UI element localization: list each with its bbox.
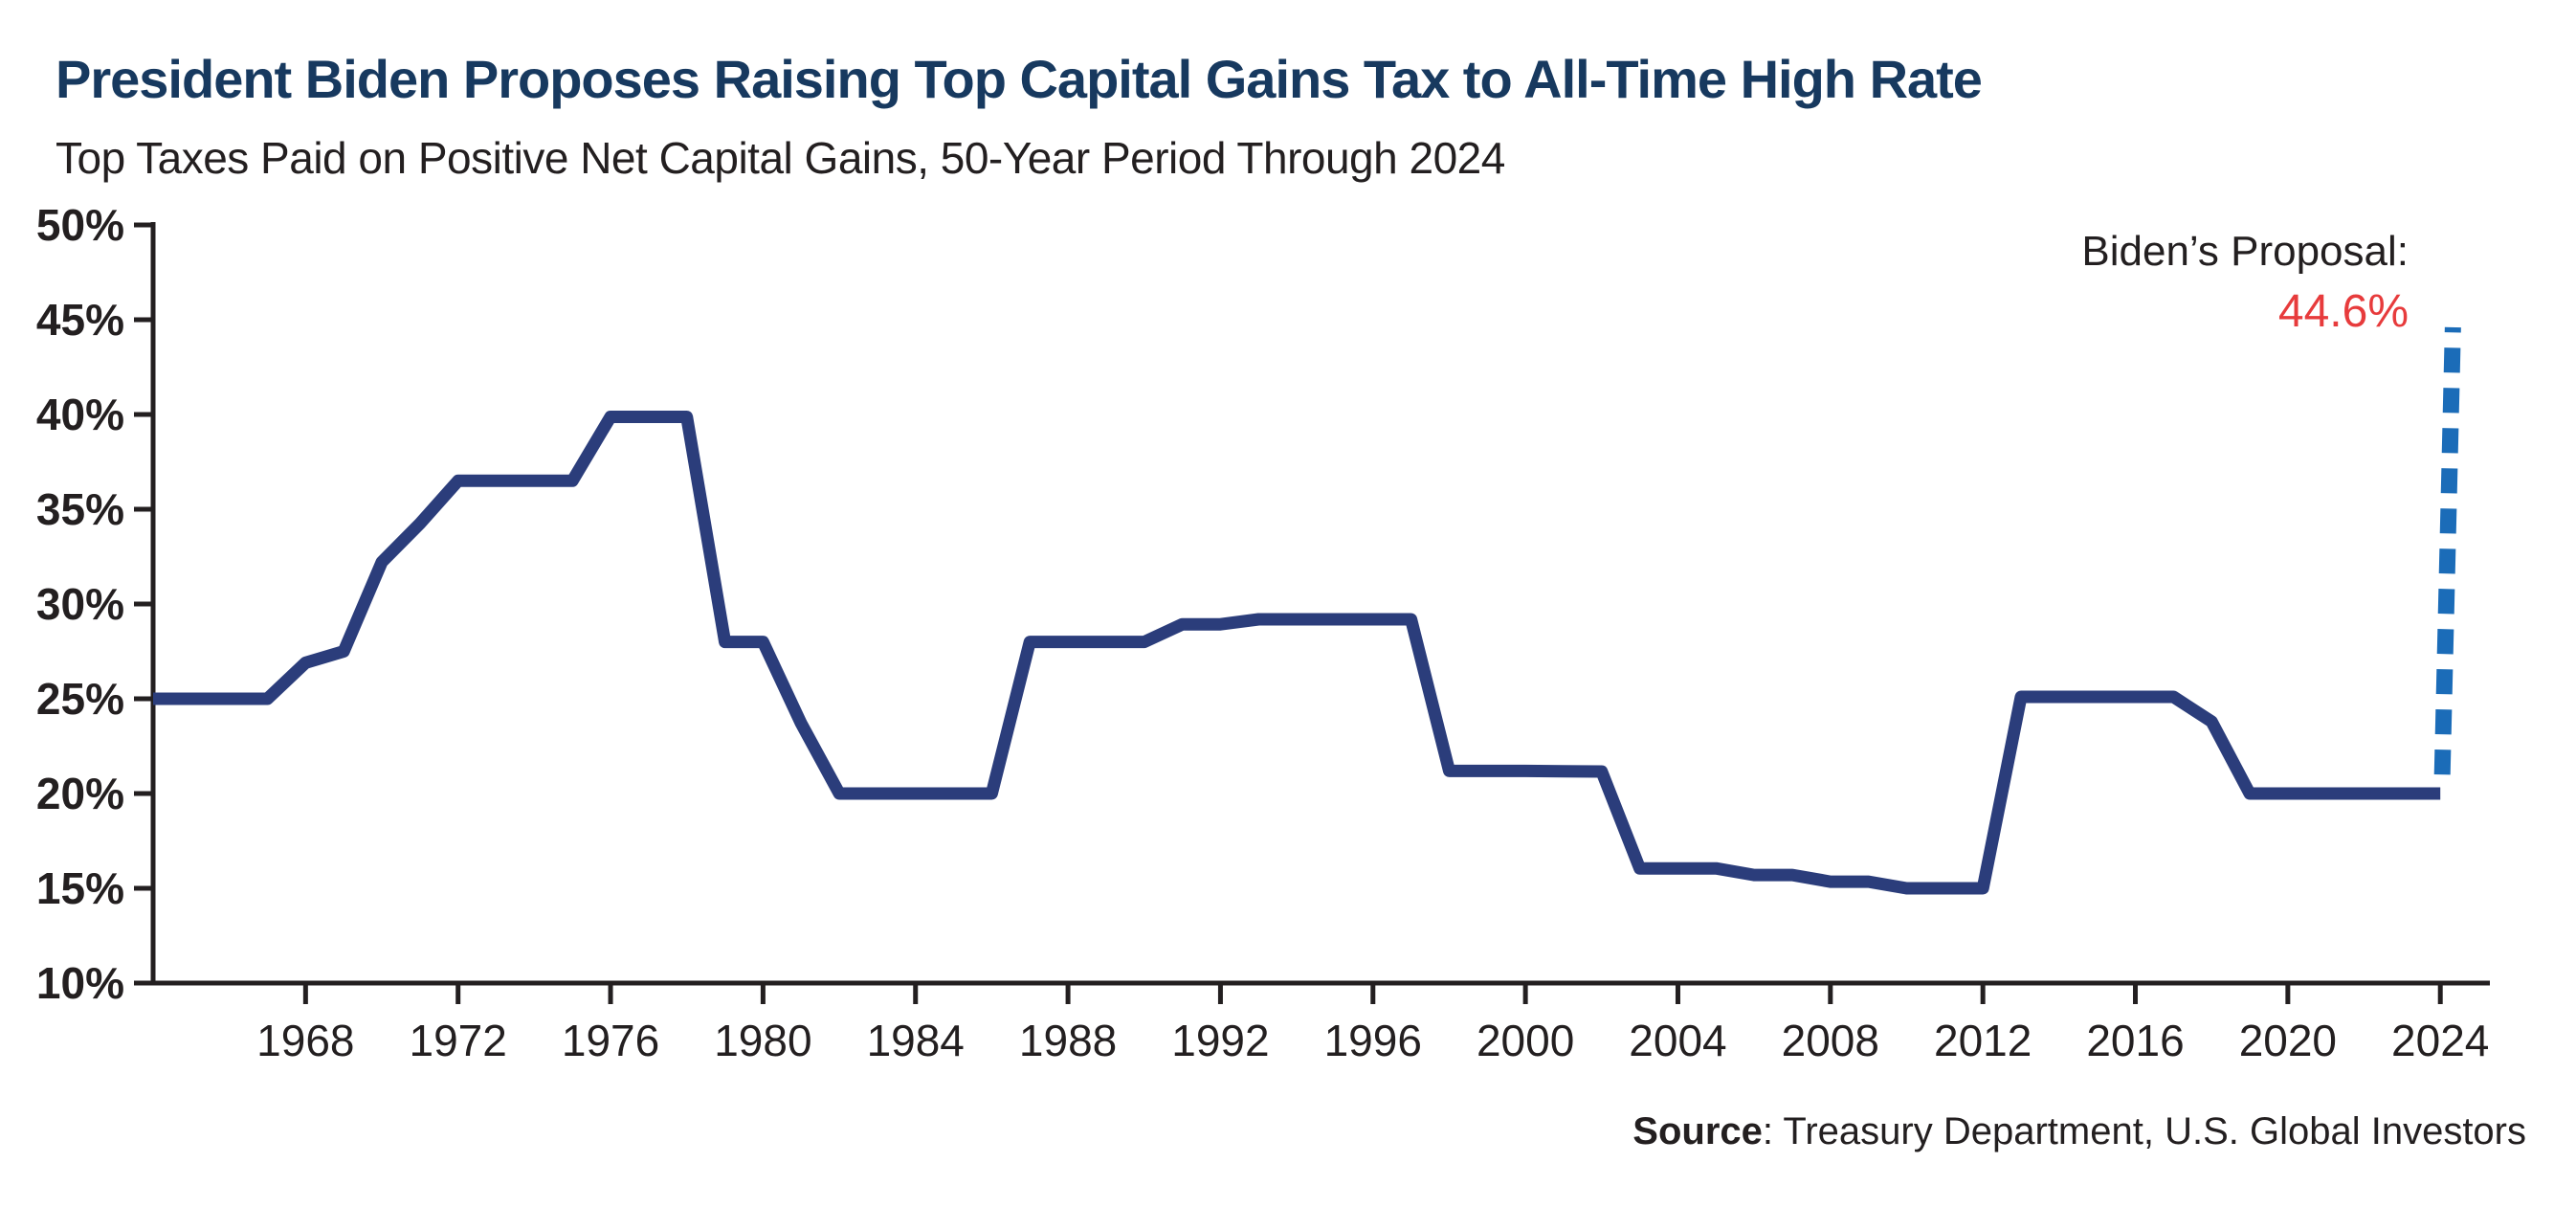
y-tick-label: 45% (36, 295, 124, 345)
source-note: Source: Treasury Department, U.S. Global… (1632, 1110, 2526, 1153)
x-tick-label: 1968 (256, 1016, 354, 1065)
y-tick-label: 15% (36, 863, 124, 913)
x-tick-label: 1996 (1324, 1016, 1422, 1065)
x-tick-label: 1984 (867, 1016, 965, 1065)
proposal-annotation-label: Biden’s Proposal: (2081, 228, 2409, 275)
y-tick-label: 10% (36, 958, 124, 1008)
x-tick-label: 1992 (1171, 1016, 1269, 1065)
y-tick-label: 20% (36, 769, 124, 818)
axis-lines (150, 222, 2490, 986)
y-tick-label: 50% (36, 200, 124, 250)
x-tick-label: 1976 (562, 1016, 659, 1065)
y-tick-label: 35% (36, 484, 124, 534)
x-tick-label: 1980 (714, 1016, 811, 1065)
capital-gains-rate-line (153, 411, 2441, 895)
x-tick-label: 2016 (2086, 1016, 2184, 1065)
x-tick-label: 1988 (1019, 1016, 1117, 1065)
proposal-annotation-value: 44.6% (2277, 286, 2409, 337)
x-tick-label: 2008 (1782, 1016, 1879, 1065)
chart-subtitle: Top Taxes Paid on Positive Net Capital G… (56, 133, 1505, 183)
proposal-dashed-line (2433, 326, 2461, 775)
source-note-rest: : Treasury Department, U.S. Global Inves… (1762, 1110, 2526, 1152)
y-tick-label: 30% (36, 579, 124, 629)
x-tick-label: 2000 (1477, 1016, 1574, 1065)
x-tick-label: 2020 (2239, 1016, 2337, 1065)
y-tick-label: 40% (36, 390, 124, 439)
source-note-bold: Source (1632, 1110, 1763, 1152)
y-tick-label: 25% (36, 674, 124, 724)
x-tick-label: 2004 (1629, 1016, 1726, 1065)
x-tick-label: 1972 (410, 1016, 507, 1065)
x-tick-label: 2012 (1934, 1016, 2032, 1065)
x-tick-label: 2024 (2391, 1016, 2489, 1065)
chart-title: President Biden Proposes Raising Top Cap… (56, 49, 1983, 109)
